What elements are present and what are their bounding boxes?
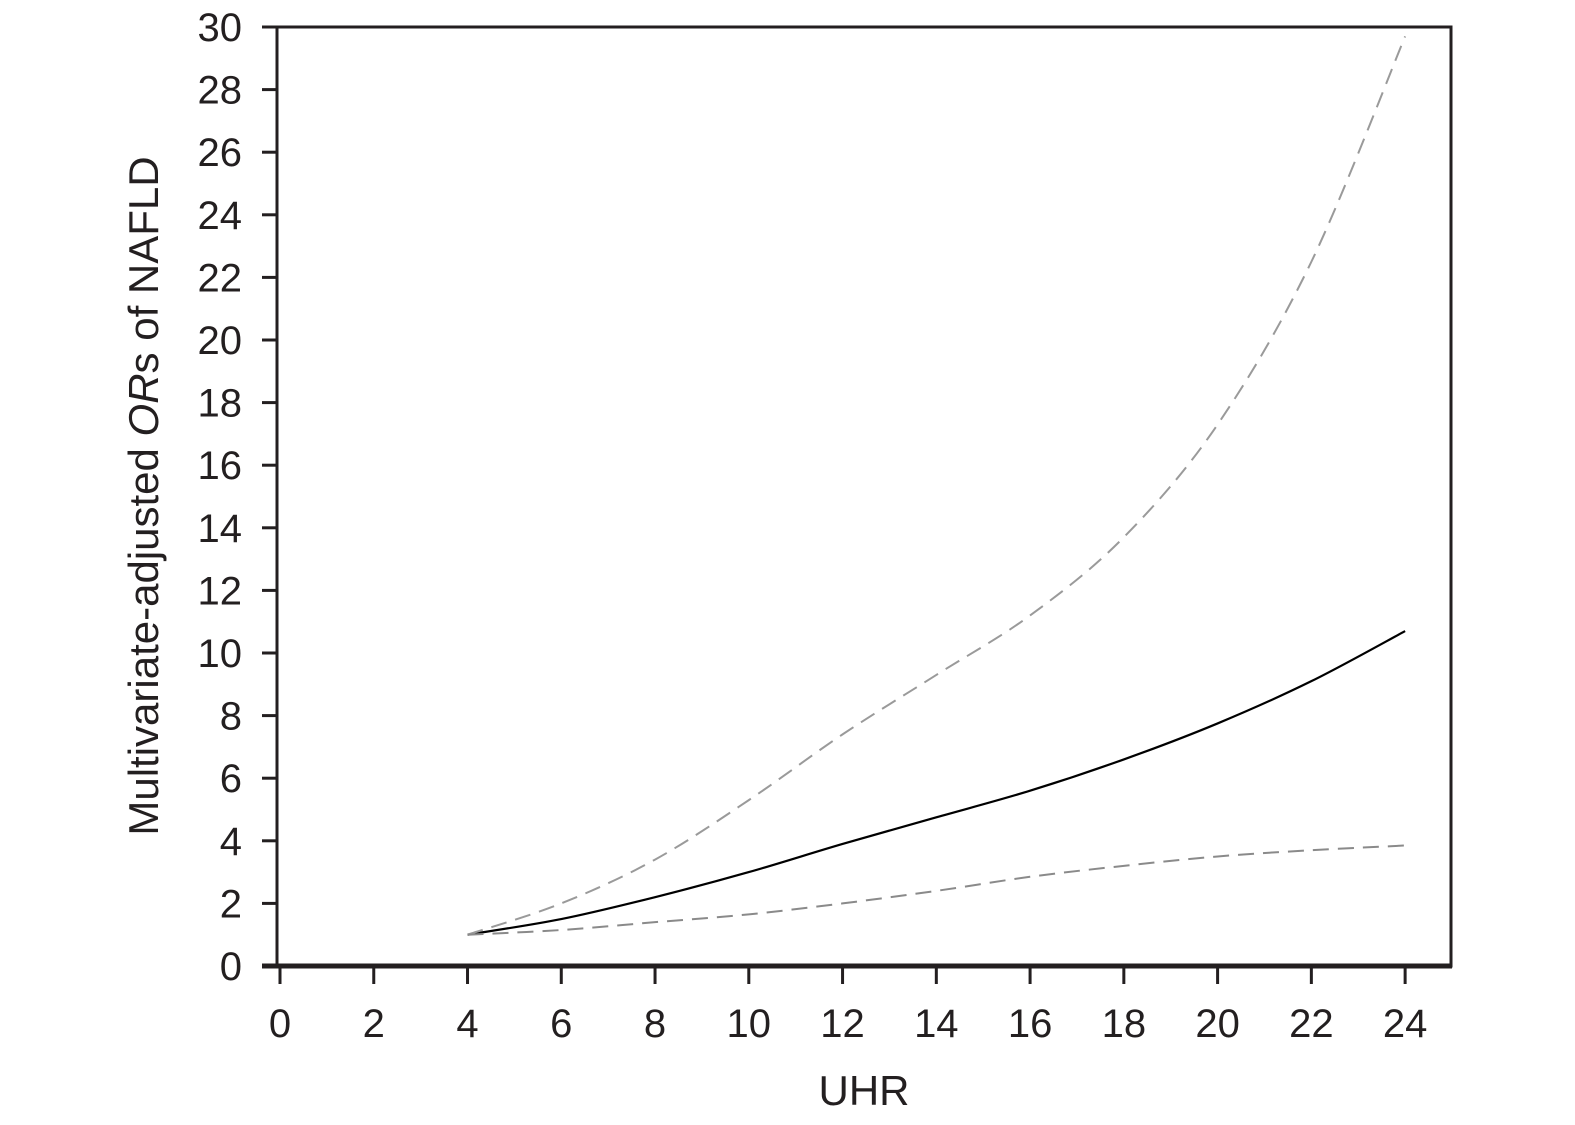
y-tick-label-9: 18 [198, 382, 243, 426]
y-axis-title-part-2: OR [120, 373, 167, 436]
x-tick-label-0: 0 [269, 1002, 291, 1046]
x-tick-label-8: 16 [1008, 1002, 1053, 1046]
y-axis-title-part-1: Multivariate-adjusted [120, 436, 167, 835]
y-tick-label-4: 8 [220, 695, 242, 739]
y-axis-title: Multivariate-adjusted ORs of NAFLD [120, 156, 167, 835]
x-tick-label-5: 10 [727, 1002, 772, 1046]
y-tick-label-0: 0 [220, 945, 242, 989]
y-tick-label-13: 26 [198, 131, 243, 175]
upper-ci-curve [467, 36, 1407, 936]
x-tick-label-9: 18 [1102, 1002, 1147, 1046]
y-tick-label-12: 24 [198, 194, 243, 238]
x-tick-label-11: 22 [1289, 1002, 1334, 1046]
x-tick-label-10: 20 [1195, 1002, 1240, 1046]
y-tick-label-15: 30 [198, 6, 243, 50]
x-axis-title: UHR [819, 1067, 910, 1114]
or-curve [467, 630, 1406, 936]
series-layer [467, 36, 1407, 936]
plot-frame [275, 25, 1453, 968]
y-tick-label-3: 6 [220, 757, 242, 801]
y-tick-label-5: 10 [198, 632, 243, 676]
y-tick-label-10: 20 [198, 319, 243, 363]
y-tick-label-14: 28 [198, 69, 243, 113]
y-tick-label-6: 12 [198, 569, 243, 613]
x-tick-label-1: 2 [363, 1002, 385, 1046]
x-axis: 0 2 4 6 8 10 12 14 16 18 20 22 24 [269, 966, 1427, 1046]
x-tick-label-3: 6 [550, 1002, 572, 1046]
x-tick-label-7: 14 [914, 1002, 959, 1046]
y-tick-label-1: 2 [220, 882, 242, 926]
y-tick-label-11: 22 [198, 256, 243, 300]
y-tick-label-2: 4 [220, 820, 242, 864]
y-tick-label-8: 16 [198, 444, 243, 488]
x-tick-label-4: 8 [644, 1002, 666, 1046]
y-tick-label-7: 14 [198, 507, 243, 551]
lower-ci-curve [467, 844, 1406, 936]
x-tick-label-2: 4 [456, 1002, 478, 1046]
y-axis-title-part-3: s of NAFLD [120, 156, 167, 373]
x-tick-label-12: 24 [1383, 1002, 1428, 1046]
x-tick-label-6: 12 [820, 1002, 865, 1046]
